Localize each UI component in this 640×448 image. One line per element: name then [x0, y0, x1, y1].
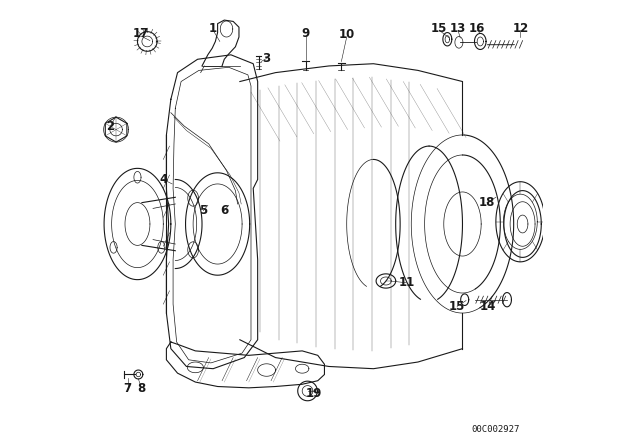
- Text: 14: 14: [480, 300, 497, 313]
- Text: 19: 19: [305, 387, 322, 400]
- Text: 5: 5: [199, 204, 207, 217]
- Text: 7: 7: [124, 382, 132, 395]
- Text: 18: 18: [479, 196, 495, 209]
- Text: 15: 15: [449, 300, 465, 313]
- Text: 16: 16: [469, 22, 485, 34]
- Text: 15: 15: [431, 22, 447, 34]
- Text: 10: 10: [339, 28, 355, 41]
- Text: 3: 3: [262, 52, 271, 65]
- Text: 8: 8: [137, 382, 145, 395]
- Text: 11: 11: [398, 276, 415, 289]
- Text: 2: 2: [106, 120, 114, 133]
- Text: 17: 17: [133, 27, 149, 40]
- Text: 13: 13: [450, 22, 466, 34]
- Text: 6: 6: [220, 204, 228, 217]
- Text: 9: 9: [301, 27, 310, 40]
- Text: 4: 4: [159, 173, 168, 186]
- Text: 12: 12: [512, 22, 529, 34]
- Text: 1: 1: [209, 22, 217, 34]
- Text: 00C002927: 00C002927: [472, 425, 520, 434]
